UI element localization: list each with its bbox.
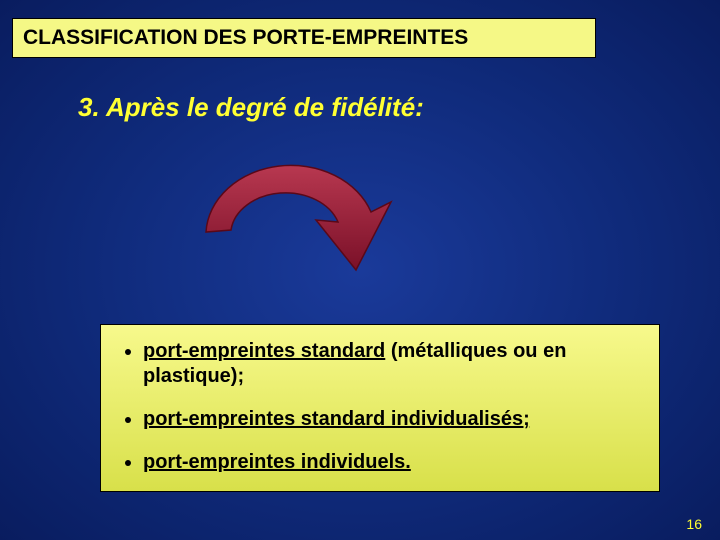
bullet-icon <box>125 460 131 466</box>
bullet-text: port-empreintes individuels. <box>143 450 411 475</box>
list-item: port-empreintes standard individualisés; <box>111 407 649 432</box>
bullets-box: port-empreintes standard (métalliques ou… <box>100 324 660 492</box>
list-item: port-empreintes individuels. <box>111 450 649 475</box>
bullet-text: port-empreintes standard individualisés; <box>143 407 530 432</box>
page-number: 16 <box>686 516 702 532</box>
title-box: CLASSIFICATION DES PORTE-EMPREINTES <box>12 18 596 58</box>
list-item: port-empreintes standard (métalliques ou… <box>111 339 649 389</box>
bullet-text: port-empreintes standard (métalliques ou… <box>143 339 649 389</box>
title-text: CLASSIFICATION DES PORTE-EMPREINTES <box>23 26 468 50</box>
curved-arrow-icon <box>176 142 406 302</box>
bullet-icon <box>125 349 131 355</box>
bullet-icon <box>125 417 131 423</box>
subtitle: 3. Après le degré de fidélité: <box>78 92 424 123</box>
